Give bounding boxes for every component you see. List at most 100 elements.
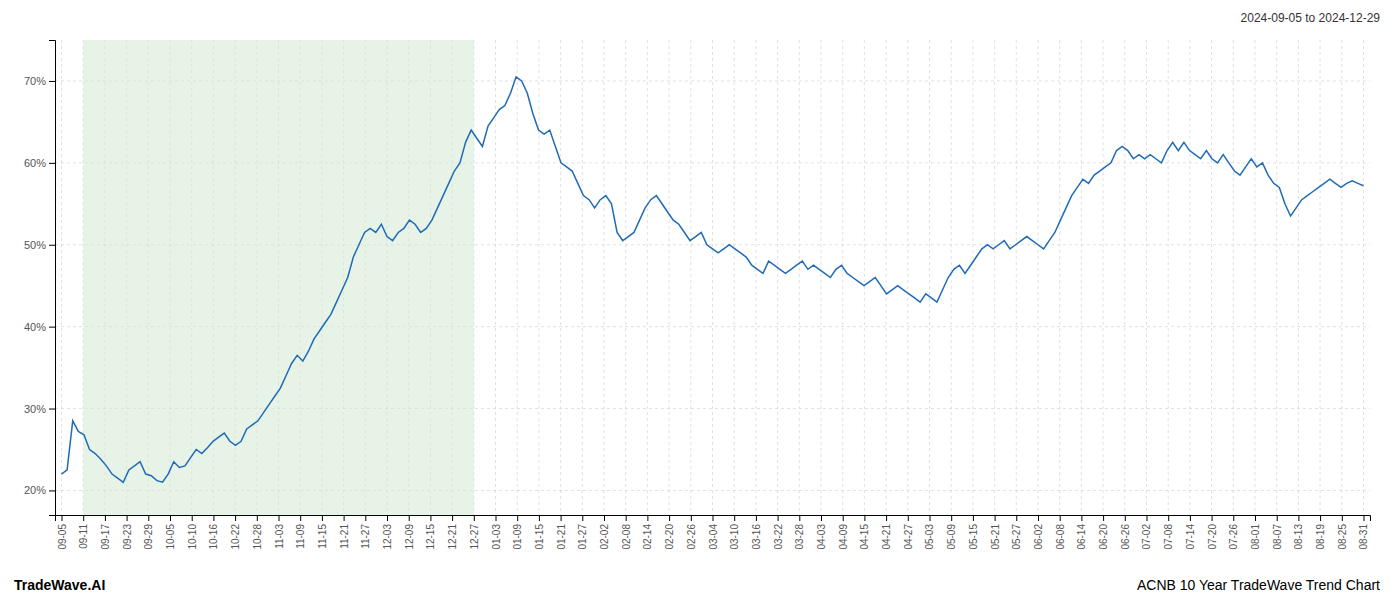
x-grid-line [842, 40, 843, 515]
y-axis-line [49, 41, 56, 516]
x-tick: 07-02 [1141, 515, 1152, 550]
x-tick-label: 12-09 [404, 524, 415, 550]
x-tick: 09-23 [122, 515, 133, 550]
x-tick: 03-10 [729, 515, 740, 550]
x-grid-line [1254, 40, 1255, 515]
x-tick: 09-29 [143, 515, 154, 550]
x-tick-mark [170, 515, 171, 521]
x-tick: 09-11 [78, 515, 89, 549]
x-grid-line [1298, 40, 1299, 515]
x-axis: 09-0509-1109-1709-2309-2910-0510-1010-16… [56, 515, 1371, 550]
x-tick-label: 06-02 [1033, 524, 1044, 550]
x-tick-mark [474, 515, 475, 521]
x-tick-label: 11-21 [339, 524, 350, 549]
x-tick-mark [995, 515, 996, 521]
x-tick-label: 12-27 [469, 524, 480, 550]
x-tick-mark [929, 515, 930, 521]
x-tick-label: 08-19 [1315, 524, 1326, 550]
x-tick-label: 01-27 [577, 524, 588, 550]
y-tick-label: 30% [24, 403, 46, 415]
x-tick-mark [257, 515, 258, 521]
x-tick-mark [1146, 515, 1147, 521]
x-tick-label: 02-20 [664, 524, 675, 550]
x-tick: 06-20 [1098, 515, 1109, 550]
x-grid-line [1081, 40, 1082, 515]
x-tick-label: 07-08 [1163, 524, 1174, 550]
x-tick-label: 03-28 [794, 524, 805, 550]
x-tick: 12-27 [469, 515, 480, 550]
x-tick-mark [1298, 515, 1299, 521]
y-tick-mark [49, 81, 55, 82]
x-tick-label: 04-09 [838, 524, 849, 550]
x-tick-label: 09-11 [78, 524, 89, 549]
x-tick-label: 04-21 [881, 524, 892, 550]
x-grid-line [1037, 40, 1038, 515]
x-tick: 06-02 [1033, 515, 1044, 550]
x-tick-mark [365, 515, 366, 521]
x-tick: 06-08 [1055, 515, 1066, 550]
y-tick-mark [49, 163, 55, 164]
x-tick: 11-15 [317, 515, 328, 549]
x-tick-label: 10-05 [165, 524, 176, 550]
x-grid-line [1016, 40, 1017, 515]
y-tick-mark [49, 490, 55, 491]
y-tick-label: 20% [24, 484, 46, 496]
x-tick-label: 05-09 [946, 524, 957, 550]
x-tick-label: 03-04 [708, 524, 719, 550]
x-tick-mark [1125, 515, 1126, 521]
x-tick-mark [799, 515, 800, 521]
y-tick-mark [49, 245, 55, 246]
x-tick-label: 11-09 [295, 524, 306, 549]
grid [55, 40, 1370, 515]
x-tick-label: 06-26 [1120, 524, 1131, 550]
x-tick: 01-03 [491, 515, 502, 550]
x-tick-mark [344, 515, 345, 521]
x-tick: 04-27 [903, 515, 914, 550]
x-tick: 02-20 [664, 515, 675, 550]
x-tick: 06-26 [1120, 515, 1131, 550]
y-axis: 20%30%40%50%60%70% [24, 41, 56, 516]
x-tick-mark [127, 515, 128, 521]
x-tick: 08-25 [1337, 515, 1348, 550]
x-tick-mark [821, 515, 822, 521]
x-tick-label: 02-14 [642, 524, 653, 550]
x-tick-mark [582, 515, 583, 521]
x-grid-line [669, 40, 670, 515]
x-tick: 04-15 [859, 515, 870, 550]
x-tick-label: 02-26 [686, 524, 697, 550]
shaded-region [83, 40, 474, 515]
x-grid-line [1059, 40, 1060, 515]
x-tick-label: 12-15 [425, 524, 436, 550]
x-tick-mark [300, 515, 301, 521]
y-tick-label: 40% [24, 321, 46, 333]
x-tick-mark [387, 515, 388, 521]
x-tick-mark [951, 515, 952, 521]
x-grid-line [1211, 40, 1212, 515]
x-tick: 12-03 [382, 515, 393, 550]
x-tick-mark [734, 515, 735, 521]
x-tick-mark [279, 515, 280, 521]
x-tick-mark [235, 515, 236, 521]
x-grid-line [734, 40, 735, 515]
y-tick-label: 60% [24, 157, 46, 169]
y-tick-mark [49, 409, 55, 410]
x-tick-label: 06-14 [1076, 524, 1087, 550]
x-tick-label: 12-03 [382, 524, 393, 550]
x-grid-line [1320, 40, 1321, 515]
x-grid-line [777, 40, 778, 515]
x-tick-label: 04-15 [859, 524, 870, 550]
x-tick-label: 12-21 [447, 524, 458, 550]
x-tick-mark [1081, 515, 1082, 521]
x-grid-line [799, 40, 800, 515]
x-tick: 07-08 [1163, 515, 1174, 550]
x-tick-label: 02-02 [599, 524, 610, 550]
x-grid-line [1103, 40, 1104, 515]
x-grid-line [820, 40, 821, 515]
x-tick: 02-02 [599, 515, 610, 550]
x-tick-mark [517, 515, 518, 521]
x-tick-label: 02-08 [621, 524, 632, 550]
x-tick: 04-09 [838, 515, 849, 550]
x-tick-mark [1190, 515, 1191, 521]
x-tick-mark [452, 515, 453, 521]
x-tick: 08-07 [1272, 515, 1283, 550]
